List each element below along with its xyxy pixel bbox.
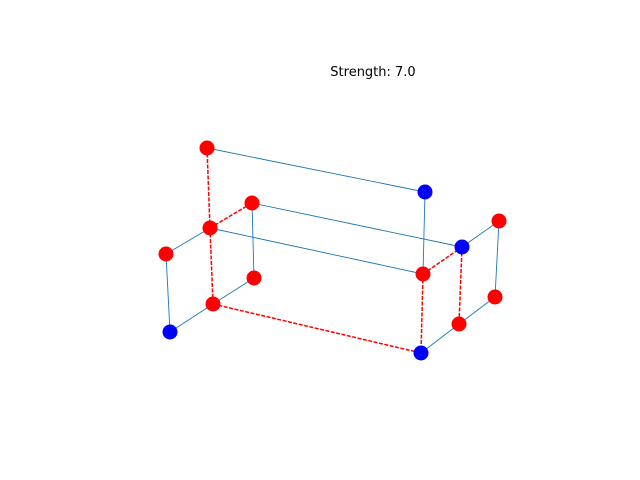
edge-n9-n13 [212, 303, 422, 354]
figure-title: Strength: 7.0 [330, 65, 415, 80]
edge-n4-n9 [209, 227, 214, 305]
node-n10 [162, 324, 178, 340]
edge-n2-n7 [422, 191, 426, 275]
edge-n4-n7 [209, 227, 424, 275]
node-n13 [413, 345, 429, 361]
node-n11 [487, 289, 503, 305]
node-n5 [158, 246, 174, 262]
edge-n1-n2 [206, 147, 426, 193]
edge-n7-n13 [420, 273, 424, 354]
node-n2 [417, 184, 433, 200]
edge-n1-n4 [206, 147, 211, 229]
nodes-layer [158, 140, 507, 361]
node-n8 [454, 239, 470, 255]
node-n9 [205, 296, 221, 312]
node-n12 [451, 316, 467, 332]
node-n1 [199, 140, 215, 156]
edge-n6-n9 [212, 277, 255, 305]
node-n6 [246, 270, 262, 286]
edge-n7-n8 [422, 246, 463, 275]
edge-n5-n10 [165, 253, 171, 333]
edge-n8-n12 [458, 246, 463, 325]
node-n7 [415, 266, 431, 282]
node-n14 [491, 213, 507, 229]
edge-n3-n8 [251, 202, 463, 248]
edge-n10-n9 [169, 303, 214, 333]
edge-n12-n13 [420, 323, 460, 354]
edge-n4-n3 [209, 202, 253, 229]
edge-n14-n11 [494, 220, 500, 298]
node-n3 [244, 195, 260, 211]
node-n4 [202, 220, 218, 236]
edge-n3-n6 [251, 202, 255, 279]
edges-layer [165, 147, 500, 354]
edge-n4-n5 [165, 227, 211, 255]
edge-n8-n14 [461, 220, 500, 248]
